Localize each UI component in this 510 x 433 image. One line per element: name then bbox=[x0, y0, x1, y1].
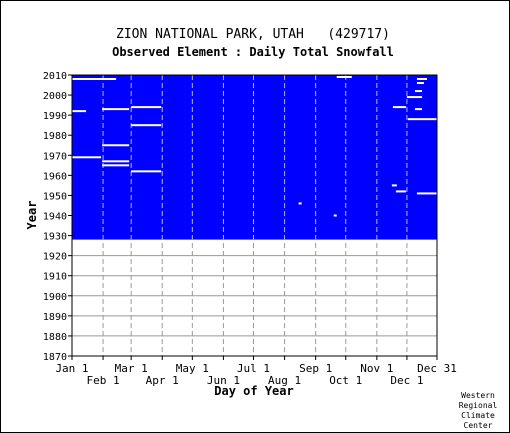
y-tick-label: 1920 bbox=[43, 252, 67, 263]
chart-subtitle: Observed Element : Daily Total Snowfall bbox=[112, 45, 394, 59]
missing-data-segment bbox=[102, 164, 130, 167]
missing-data-segment bbox=[416, 78, 427, 81]
x-tick-label: Jun 1 bbox=[207, 374, 240, 387]
missing-data-segment bbox=[416, 192, 437, 195]
y-tick-label: 1900 bbox=[43, 292, 67, 303]
y-tick-label: 1940 bbox=[43, 212, 67, 223]
credit-line: Center bbox=[464, 421, 493, 430]
missing-data-segment bbox=[131, 124, 162, 127]
x-tick-label: Nov 1 bbox=[360, 362, 393, 375]
missing-data-segment bbox=[102, 144, 130, 147]
missing-data-segment bbox=[414, 90, 422, 93]
x-tick-label: Apr 1 bbox=[146, 374, 179, 387]
x-axis-label: Day of Year bbox=[214, 384, 293, 398]
plot-area: 1870 1880 1890 1900 1910 1920 1930 1940 1950 1960… bbox=[43, 71, 457, 387]
y-tick-label: 1970 bbox=[43, 151, 67, 162]
x-tick-label: Dec 31 bbox=[417, 362, 457, 375]
x-tick-label: Oct 1 bbox=[329, 374, 362, 387]
missing-data-segment bbox=[131, 170, 162, 173]
x-tick-label: May 1 bbox=[176, 362, 209, 375]
chart-title: ZION NATIONAL PARK, UTAH (429717) bbox=[116, 27, 390, 42]
missing-data-segment bbox=[72, 156, 102, 159]
y-tick-label: 2010 bbox=[43, 71, 67, 82]
y-tick-label: 1960 bbox=[43, 171, 67, 182]
x-tick-label: Dec 1 bbox=[390, 374, 423, 387]
missing-data-segment bbox=[392, 106, 406, 109]
missing-data-segment bbox=[406, 96, 422, 99]
y-tick-label: 1980 bbox=[43, 131, 67, 142]
x-tick-label: Sep 1 bbox=[299, 362, 332, 375]
missing-data-segment bbox=[414, 108, 422, 111]
missing-data-segment bbox=[333, 214, 337, 217]
y-tick-label: 2000 bbox=[43, 91, 67, 102]
missing-data-segment bbox=[395, 190, 406, 193]
x-tick-label: Mar 1 bbox=[115, 362, 148, 375]
credit-line: Climate bbox=[461, 411, 495, 420]
missing-data-segment bbox=[131, 106, 162, 109]
y-tick-label: 1950 bbox=[43, 191, 67, 202]
missing-data-segment bbox=[407, 118, 437, 121]
y-tick-label: 1930 bbox=[43, 232, 67, 243]
x-tick-label: Feb 1 bbox=[87, 374, 120, 387]
missing-data-segment bbox=[72, 110, 87, 113]
y-tick-label: 1910 bbox=[43, 272, 67, 283]
y-axis-label: Year bbox=[25, 201, 39, 230]
x-tick-label: Aug 1 bbox=[268, 374, 301, 387]
y-tick-label: 1890 bbox=[43, 312, 67, 323]
y-tick-label: 1990 bbox=[43, 111, 67, 122]
credit-line: Regional bbox=[459, 401, 498, 410]
x-tick-label: Jul 1 bbox=[237, 362, 270, 375]
missing-data-segment bbox=[298, 202, 302, 205]
missing-data-segment bbox=[336, 76, 352, 79]
missing-data-segment bbox=[102, 160, 130, 163]
missing-data-segment bbox=[102, 108, 130, 111]
missing-data-segment bbox=[72, 78, 117, 81]
missing-data-segment bbox=[391, 184, 397, 187]
y-tick-label: 1880 bbox=[43, 332, 67, 343]
y-tick-label: 1870 bbox=[43, 352, 67, 363]
credit-line: Western bbox=[461, 391, 495, 400]
data-coverage-block bbox=[72, 75, 437, 240]
x-tick-label: Jan 1 bbox=[55, 362, 88, 375]
missing-data-segment bbox=[416, 82, 424, 85]
